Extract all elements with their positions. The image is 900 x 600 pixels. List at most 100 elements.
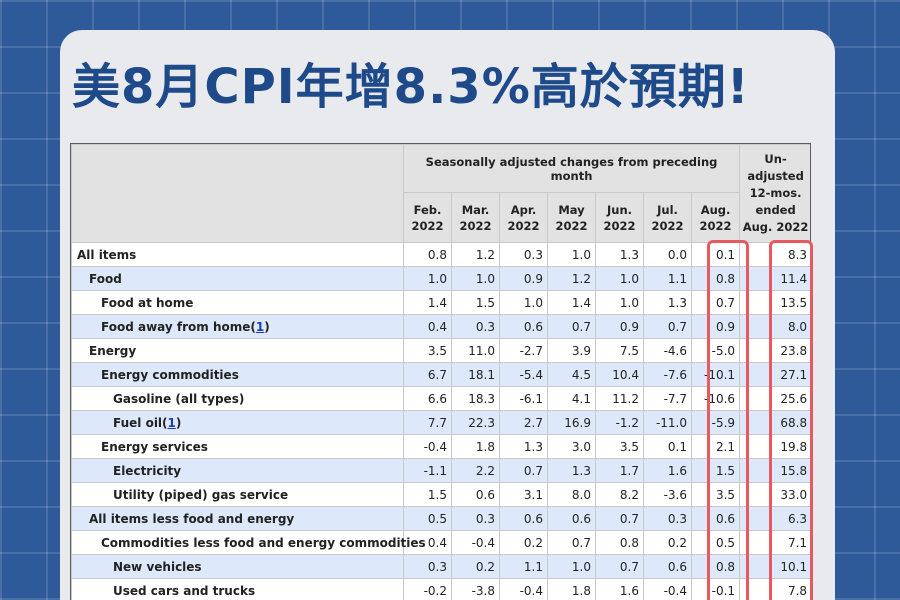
value-cell: -10.1 xyxy=(690,362,741,387)
value-cell: 3.1 xyxy=(499,482,548,507)
cpi-table: Seasonally adjusted changes from precedi… xyxy=(71,144,810,600)
value-cell: 6.3 xyxy=(739,506,810,531)
value-cell: 10.4 xyxy=(595,362,644,387)
table-row: Used cars and trucks -0.2 -3.8 -0.4 1.8 1.6 -0… xyxy=(71,578,810,600)
value-cell: 4.5 xyxy=(547,362,596,387)
row-label: All items less food and energy xyxy=(71,506,404,531)
row-label: Commodities less food and energy commodi… xyxy=(71,530,426,555)
value-cell: 1.0 xyxy=(403,266,452,291)
row-label: Energy xyxy=(71,338,404,363)
value-cell: 7.8 xyxy=(739,578,810,600)
value-cell: -5.0 xyxy=(690,338,741,363)
value-cell: 0.8 xyxy=(690,266,741,291)
value-cell: 0.3 xyxy=(643,506,692,531)
value-cell: 3.5 xyxy=(403,338,452,363)
table-row: Commodities less food and energy commodi… xyxy=(71,530,810,555)
value-cell: -1.1 xyxy=(403,458,452,483)
value-cell: 23.8 xyxy=(739,338,810,363)
value-cell: 0.1 xyxy=(643,434,692,459)
value-cell: 16.9 xyxy=(547,410,596,435)
value-cell: 1.3 xyxy=(499,434,548,459)
value-cell: 0.8 xyxy=(403,242,452,267)
value-cell: 15.8 xyxy=(739,458,810,483)
month-header-4: Jun. 2022 xyxy=(595,192,644,243)
value-cell: 1.6 xyxy=(595,578,644,600)
value-cell: 0.6 xyxy=(690,506,741,531)
row-label: Food at home xyxy=(71,290,404,315)
month-header-6: Aug. 2022 xyxy=(690,192,741,243)
row-label: Gasoline (all types) xyxy=(71,386,404,411)
value-cell: 0.8 xyxy=(690,554,741,579)
row-label: Energy services xyxy=(71,434,404,459)
value-cell: 1.3 xyxy=(643,290,692,315)
value-cell: 19.8 xyxy=(739,434,810,459)
row-label: Used cars and trucks xyxy=(71,578,404,600)
value-cell: 33.0 xyxy=(739,482,810,507)
footnote-link[interactable]: 1 xyxy=(167,415,176,430)
value-cell: 1.1 xyxy=(643,266,692,291)
value-cell: 0.3 xyxy=(499,242,548,267)
value-cell: 0.1 xyxy=(690,242,741,267)
value-cell: 18.3 xyxy=(451,386,500,411)
value-cell: 11.2 xyxy=(595,386,644,411)
value-cell: 0.0 xyxy=(643,242,692,267)
table-row: Food away from home(1) 0.4 0.3 0.6 0.7 0.9 0.7… xyxy=(71,314,810,339)
value-cell: 0.7 xyxy=(595,506,644,531)
value-cell: -0.4 xyxy=(451,530,500,555)
value-cell: 0.7 xyxy=(499,458,548,483)
table-row: Electricity -1.1 2.2 0.7 1.3 1.7 1.6 1.5 15.8 xyxy=(71,458,810,483)
row-label: Food away from home(1) xyxy=(71,314,404,339)
table-row: Gasoline (all types) 6.6 18.3 -6.1 4.1 11.2 -7… xyxy=(71,386,810,411)
value-cell: -0.2 xyxy=(403,578,452,600)
page-title: 美8月CPI年增8.3%高於預期! xyxy=(72,59,750,115)
value-cell: 0.3 xyxy=(451,314,500,339)
month-header-2: Apr. 2022 xyxy=(499,192,548,243)
value-cell: 0.2 xyxy=(451,554,500,579)
value-cell: 1.4 xyxy=(547,290,596,315)
value-cell: 8.0 xyxy=(739,314,810,339)
value-cell: -7.6 xyxy=(643,362,692,387)
value-cell: -6.1 xyxy=(499,386,548,411)
value-cell: 2.2 xyxy=(451,458,500,483)
value-cell: 7.7 xyxy=(403,410,452,435)
value-cell: 8.0 xyxy=(547,482,596,507)
value-cell: 0.6 xyxy=(499,506,548,531)
header-blank-cell xyxy=(71,144,404,243)
footnote-link[interactable]: 1 xyxy=(255,319,265,334)
value-cell: 1.5 xyxy=(451,290,500,315)
value-cell: -2.7 xyxy=(499,338,548,363)
value-cell: 6.6 xyxy=(403,386,452,411)
value-cell: 0.7 xyxy=(643,314,692,339)
value-cell: -0.4 xyxy=(403,434,452,459)
value-cell: -0.4 xyxy=(499,578,548,600)
value-cell: -11.0 xyxy=(643,410,692,435)
value-cell: 0.3 xyxy=(403,554,452,579)
month-header-0: Feb. 2022 xyxy=(403,192,452,243)
value-cell: 0.5 xyxy=(403,506,452,531)
value-cell: 1.8 xyxy=(451,434,500,459)
value-cell: 0.6 xyxy=(451,482,500,507)
value-cell: 1.0 xyxy=(547,554,596,579)
row-label: Fuel oil(1) xyxy=(71,410,404,435)
value-cell: 1.0 xyxy=(595,290,644,315)
highlight-aug-column xyxy=(707,240,749,600)
value-cell: 10.1 xyxy=(739,554,810,579)
row-label: Energy commodities xyxy=(71,362,404,387)
table-body: All items 0.8 1.2 0.3 1.0 1.3 0.0 0.1 8.3 Food 1.0… xyxy=(71,242,810,600)
table-row: Food at home 1.4 1.5 1.0 1.4 1.0 1.3 0.7 13.5 xyxy=(71,290,810,315)
row-label: All items xyxy=(71,242,404,267)
value-cell: 0.2 xyxy=(643,530,692,555)
value-cell: -3.8 xyxy=(451,578,500,600)
value-cell: -3.6 xyxy=(643,482,692,507)
month-header-5: Jul. 2022 xyxy=(643,192,692,243)
value-cell: 1.1 xyxy=(499,554,548,579)
value-cell: 0.6 xyxy=(499,314,548,339)
month-header-3: May 2022 xyxy=(547,192,596,243)
table-row: Energy services -0.4 1.8 1.3 3.0 3.5 0.1 2.1 19.… xyxy=(71,434,810,459)
value-cell: 0.7 xyxy=(690,290,741,315)
value-cell: 0.9 xyxy=(595,314,644,339)
value-cell: -5.9 xyxy=(690,410,741,435)
table-row: Food 1.0 1.0 0.9 1.2 1.0 1.1 0.8 11.4 xyxy=(71,266,810,291)
value-cell: 3.5 xyxy=(595,434,644,459)
value-cell: 1.0 xyxy=(451,266,500,291)
